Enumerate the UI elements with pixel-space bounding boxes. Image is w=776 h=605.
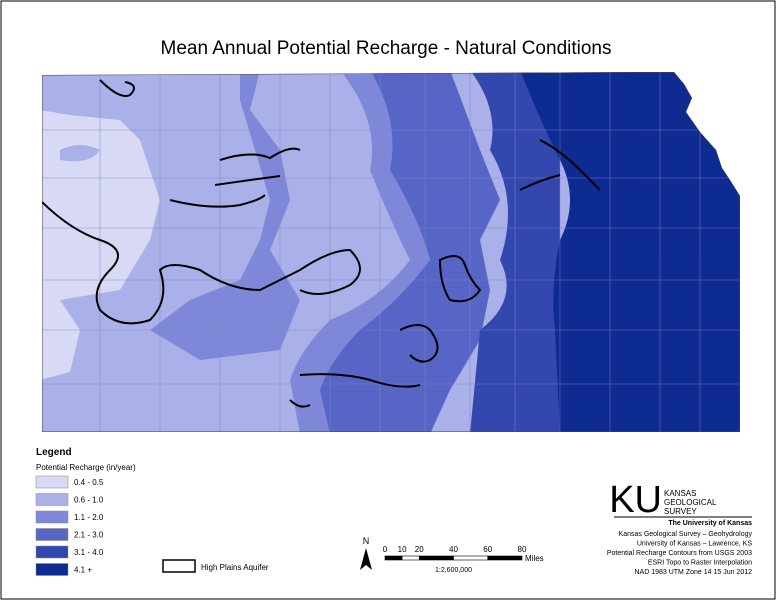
logo-name: SURVEY xyxy=(664,507,697,516)
logo-university: The University of Kansas xyxy=(668,520,752,527)
scale-segment xyxy=(487,555,523,561)
credit-line: Potential Recharge Contours from USGS 20… xyxy=(607,550,752,557)
scale-segment xyxy=(453,555,489,561)
logo-name: GEOLOGICAL xyxy=(664,498,717,507)
logo-name: KANSAS xyxy=(664,489,696,498)
credits: Kansas Geological Survey – Geohydrology U… xyxy=(607,531,753,576)
legend-label: 3.1 - 4.0 xyxy=(74,548,104,557)
legend-swatch xyxy=(35,493,69,506)
legend-label: 4.1 + xyxy=(74,566,92,575)
scale-ratio: 1:2,600,000 xyxy=(435,567,472,574)
title: Mean Annual Potential Recharge - Natural… xyxy=(161,38,612,59)
scale-tick-label: 0 xyxy=(383,545,388,554)
legend-swatch xyxy=(35,510,69,524)
credit-line: ESRI Topo to Raster Interpolation xyxy=(648,560,752,567)
legend-swatch xyxy=(35,528,69,541)
legend-swatch xyxy=(35,563,69,576)
aquifer-outline xyxy=(42,79,601,408)
credit-line: Kansas Geological Survey – Geohydrology xyxy=(619,531,753,538)
aquifer-label: High Plains Aquifer xyxy=(201,563,269,572)
scale-segment xyxy=(384,555,403,561)
north-label: N xyxy=(363,536,370,546)
recharge-surface xyxy=(42,72,740,432)
scale-segment xyxy=(418,555,454,561)
aquifer-swatch xyxy=(162,559,196,573)
scale-tick-label: 80 xyxy=(518,545,527,554)
legend-subtitle: Potential Recharge (in/year) xyxy=(36,463,136,472)
legend-title: Legend xyxy=(36,447,72,458)
north-arrow xyxy=(360,548,372,570)
legend-label: 0.6 - 1.0 xyxy=(74,496,104,505)
legend: 0.4 - 0.5 0.6 - 1.0 1.1 - 2.0 2.1 - 3.0 3.1 … xyxy=(35,475,104,576)
logo-mark: KU xyxy=(609,479,662,521)
scale-tick-label: 40 xyxy=(449,545,458,554)
legend-swatch xyxy=(35,545,69,559)
scale-tick-label: 20 xyxy=(415,545,424,554)
legend-swatch xyxy=(35,475,69,489)
county-lines xyxy=(42,72,740,432)
credit-line: NAD 1983 UTM Zone 14 15 Jun 2012 xyxy=(634,569,752,576)
credit-line: University of Kansas – Lawrence, KS xyxy=(637,541,752,548)
scale-unit: Miles xyxy=(525,554,544,563)
scale-tick-label: 60 xyxy=(483,545,492,554)
scale-segment xyxy=(401,555,420,561)
legend-label: 1.1 - 2.0 xyxy=(74,513,104,522)
legend-label: 2.1 - 3.0 xyxy=(74,531,104,540)
legend-label: 0.4 - 0.5 xyxy=(74,478,104,487)
scale-tick-label: 10 xyxy=(398,545,407,554)
